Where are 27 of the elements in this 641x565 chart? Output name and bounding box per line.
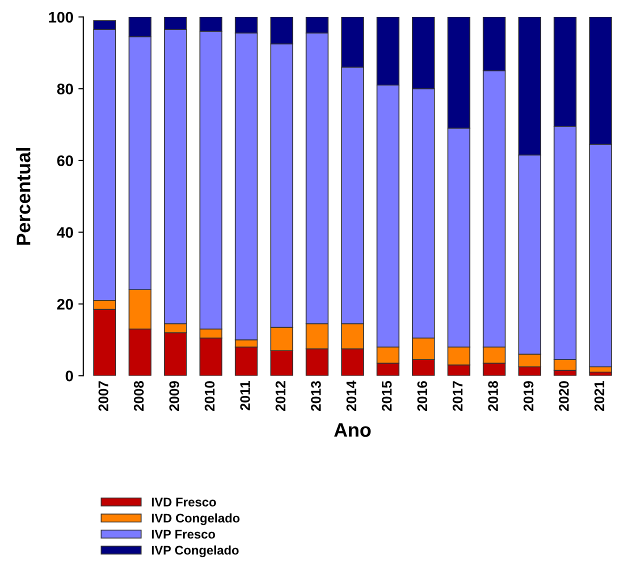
x-tick-label: 2021 [594,380,604,411]
x-tick-label: 2007 [98,381,108,411]
x-tick-label: 2017 [452,381,463,411]
legend-label: IVP Congelado [152,545,239,558]
y-tick-label: 60 [57,155,73,166]
legend-label: IVD Fresco [152,498,216,507]
x-tick-label: 2012 [276,381,286,411]
x-tick-label: 2020 [558,381,569,411]
x-tick-label: 2008 [134,381,144,411]
x-tick-label: 2019 [524,381,534,411]
x-tick-label: 2018 [488,381,498,411]
x-tick-label: 2016 [417,381,428,411]
x-tick-label: 2010 [204,381,215,411]
x-tick-label: 2009 [169,381,180,411]
y-tick-label: 100 [49,12,73,23]
x-axis-title: Ano [334,423,371,437]
y-tick-label: 40 [56,227,73,238]
legend-label: IVP Fresco [152,530,216,539]
y-tick-label: 80 [57,84,73,94]
y-axis-title: Percentual [16,148,30,245]
y-tick-label: 20 [57,298,73,310]
legend-label: IVD Congelado [152,513,240,526]
y-tick-label: 0 [66,370,73,382]
x-tick-label: 2014 [346,380,356,411]
x-tick-label: 2015 [382,380,392,411]
x-tick-label: 2011 [240,380,250,410]
x-tick-label: 2013 [311,381,321,411]
